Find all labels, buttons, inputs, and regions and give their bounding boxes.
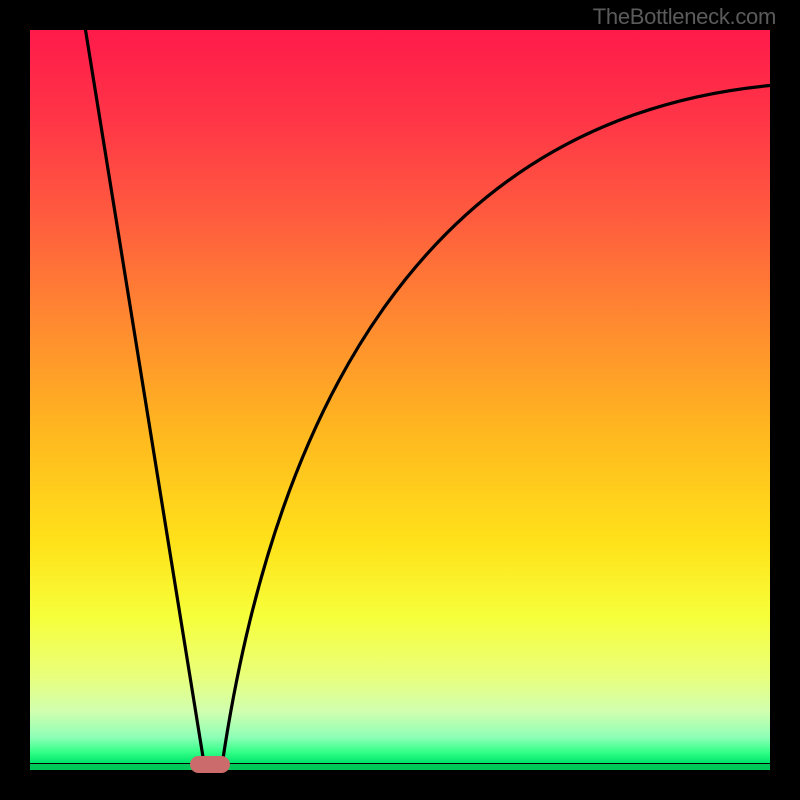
- plot-area: [30, 30, 770, 770]
- bottleneck-curve: [86, 30, 771, 763]
- chart-frame: TheBottleneck.com: [0, 0, 800, 800]
- curve-layer: [30, 30, 770, 770]
- watermark-text: TheBottleneck.com: [593, 4, 776, 30]
- selection-marker: [190, 756, 230, 773]
